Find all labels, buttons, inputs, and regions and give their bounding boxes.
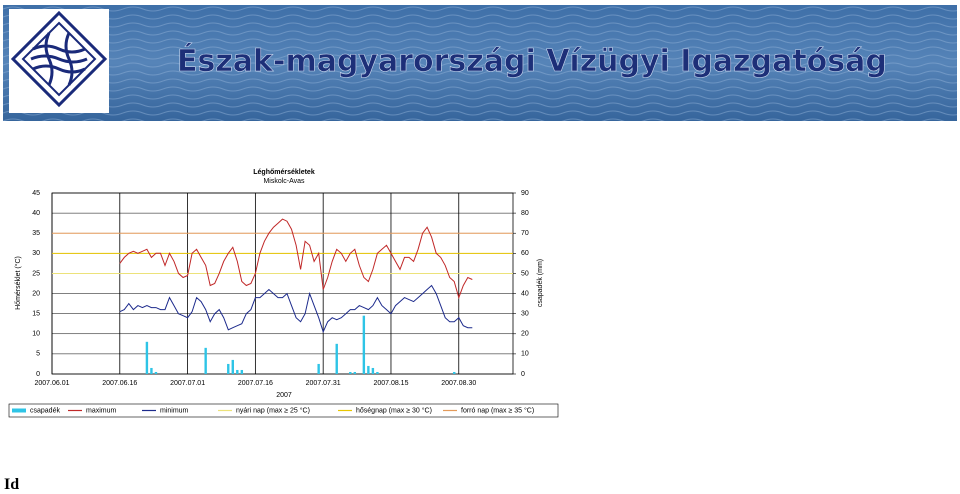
y-tick-label: 45 [32, 190, 40, 197]
precipitation-bar [204, 347, 207, 374]
banner: Észak-magyarországi Vízügyi Igazgatóság [3, 5, 957, 121]
x-tick-label: 2007.07.16 [238, 380, 273, 387]
y-tick-label: 10 [32, 331, 40, 338]
y2-tick-label: 70 [521, 230, 529, 237]
y2-tick-label: 30 [521, 311, 529, 318]
footer-text: Id [4, 476, 20, 493]
y2-tick-label: 0 [521, 371, 525, 378]
precipitation-bar [371, 367, 375, 374]
y-tick-label: 40 [32, 210, 40, 217]
chart: Léghőmérsékletek Miskolc-Avas 2007 Hőmér… [8, 169, 559, 418]
y-tick-label: 20 [32, 290, 40, 297]
x-tick-label: 2007.06.16 [102, 380, 137, 387]
temperature-line [119, 218, 473, 300]
precipitation-bar [353, 371, 357, 374]
legend-label: csapadék [30, 407, 60, 414]
x-tick-label: 2007.07.31 [306, 380, 341, 387]
y2-tick-label: 60 [521, 250, 529, 257]
legend-label: minimum [160, 407, 189, 414]
precipitation-bar [335, 343, 338, 374]
y2-tick-label: 90 [521, 190, 529, 197]
precipitation-bar [145, 341, 149, 374]
logo [9, 9, 109, 113]
y-tick-label: 30 [32, 250, 40, 257]
x-tick-label: 2007.07.01 [170, 380, 205, 387]
x-tick-label: 2007.06.01 [34, 380, 69, 387]
precipitation-bar [349, 371, 352, 374]
precipitation-bar [150, 367, 153, 374]
precipitation-bar [227, 363, 230, 374]
y2-tick-label: 50 [521, 270, 529, 277]
precipitation-bar [240, 369, 244, 374]
legend-label: hőségnap (max ≥ 30 °C) [356, 406, 432, 414]
legend [8, 403, 559, 418]
chart-title: Léghőmérsékletek [253, 169, 315, 176]
precipitation-bar [236, 369, 239, 374]
site-title: Észak-magyarországi Vízügyi Igazgatóság [177, 43, 887, 79]
y-tick-label: 5 [36, 351, 40, 358]
precipitation-bar [362, 315, 366, 374]
y2-tick-label: 10 [521, 351, 529, 358]
legend-label: forró nap (max ≥ 35 °C) [461, 406, 534, 414]
x-tick-label: 2007.08.30 [441, 380, 476, 387]
y-axis-label: Hőmérséklet (°C) [14, 256, 22, 310]
y2-tick-label: 80 [521, 210, 529, 217]
legend-label: nyári nap (max ≥ 25 °C) [236, 406, 310, 414]
legend-swatch [12, 408, 26, 413]
y-tick-label: 15 [32, 311, 40, 318]
y-tick-label: 35 [32, 230, 40, 237]
temperature-line [119, 284, 473, 334]
precipitation-bar [154, 371, 158, 374]
precipitation-bar [367, 365, 370, 374]
y-tick-label: 0 [36, 371, 40, 378]
y2-tick-label: 40 [521, 290, 529, 297]
precipitation-bar [231, 359, 234, 374]
x-tick-label: 2007.08.15 [373, 380, 408, 387]
y-tick-label: 25 [32, 270, 40, 277]
x-axis-label: 2007 [276, 392, 292, 399]
banner-waves [3, 5, 957, 121]
legend-label: maximum [86, 407, 117, 414]
precipitation-bar [376, 371, 379, 374]
y2-axis-label: csapadék (mm) [537, 259, 544, 307]
chart-subtitle: Miskolc-Avas [263, 178, 305, 185]
precipitation-bar [317, 363, 320, 374]
plot-area [51, 192, 514, 375]
y2-tick-label: 20 [521, 331, 529, 338]
precipitation-bar [453, 371, 456, 374]
